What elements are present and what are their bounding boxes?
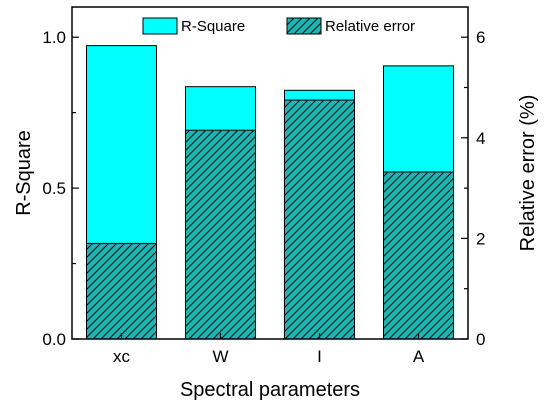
right-tick-label: 4 — [476, 129, 485, 148]
bar-relative-error-A — [383, 171, 454, 340]
left-tick-label: 1.0 — [42, 28, 66, 47]
x-axis-ticks: xc W I A — [113, 333, 425, 366]
x-tick-label-I: I — [317, 347, 322, 366]
legend-label-relative-error: Relative error — [325, 18, 415, 35]
x-tick-label-xc: xc — [113, 347, 131, 366]
legend-swatch-relative-error — [286, 17, 322, 35]
bar-relative-error-W — [185, 129, 256, 340]
right-tick-label: 2 — [476, 229, 485, 248]
y2-axis-title: Relative error (%) — [517, 95, 539, 252]
x-axis-title: Spectral parameters — [180, 379, 360, 401]
legend-label-r-square: R-Square — [181, 18, 245, 35]
x-tick-label-W: W — [212, 347, 228, 366]
bar-relative-error-I — [284, 99, 355, 340]
x-tick-label-A: A — [413, 347, 425, 366]
right-tick-label: 0 — [476, 330, 485, 349]
right-tick-label: 6 — [476, 28, 485, 47]
bar-relative-error-xc — [86, 242, 157, 340]
left-axis-ticks: 0.0 0.5 1.0 — [42, 28, 79, 349]
legend: R-Square Relative error — [142, 17, 415, 35]
left-tick-label: 0.5 — [42, 179, 66, 198]
relative-error-bars — [86, 99, 454, 340]
y-axis-title: R-Square — [13, 130, 35, 216]
left-tick-label: 0.0 — [42, 330, 66, 349]
plot-area-frame — [71, 6, 469, 340]
right-axis-ticks: 0 2 4 6 — [461, 28, 485, 349]
legend-swatch-r-square — [142, 17, 178, 35]
